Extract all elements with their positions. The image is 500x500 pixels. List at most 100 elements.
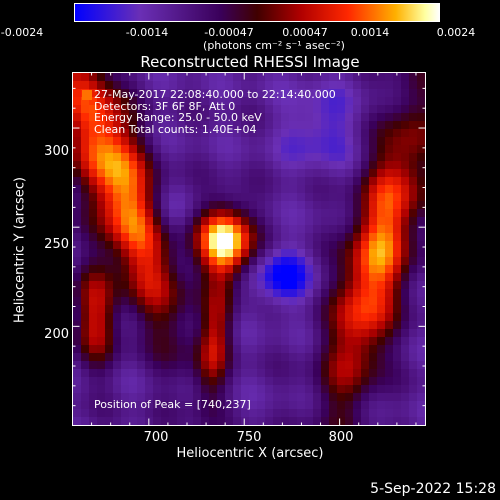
heatmap-cell xyxy=(297,137,306,146)
heatmap-cell xyxy=(257,233,266,242)
heatmap-cell xyxy=(289,209,298,218)
heatmap-cell xyxy=(169,193,178,202)
x-tick-label: 700 xyxy=(143,430,169,445)
heatmap-cell xyxy=(305,417,314,425)
heatmap-cell xyxy=(193,337,202,346)
heatmap-cell xyxy=(401,233,410,242)
heatmap-cell xyxy=(145,265,154,274)
heatmap-cell xyxy=(201,329,210,338)
heatmap-cell xyxy=(361,313,370,322)
heatmap-cell xyxy=(337,161,346,170)
heatmap-cell xyxy=(177,353,186,362)
heatmap-cell xyxy=(225,329,234,338)
heatmap-cell xyxy=(337,81,346,90)
heatmap-cell xyxy=(137,313,146,322)
heatmap-cell xyxy=(73,353,82,362)
heatmap-cell xyxy=(281,417,290,425)
heatmap-cell xyxy=(273,369,282,378)
heatmap-cell xyxy=(89,249,98,258)
heatmap-cell xyxy=(89,185,98,194)
heatmap-cell xyxy=(121,161,130,170)
heatmap-cell xyxy=(185,73,194,82)
heatmap-cell xyxy=(249,137,258,146)
heatmap-cell xyxy=(193,281,202,290)
heatmap-cell xyxy=(361,209,370,218)
heatmap-cell xyxy=(217,121,226,130)
heatmap-cell xyxy=(313,209,322,218)
heatmap-cell xyxy=(297,113,306,122)
heatmap-cell xyxy=(329,281,338,290)
heatmap-cell xyxy=(73,377,82,386)
heatmap-cell xyxy=(209,233,218,242)
heatmap-cell xyxy=(209,225,218,234)
heatmap-cell xyxy=(361,265,370,274)
heatmap-cell xyxy=(273,89,282,98)
heatmap-cell xyxy=(129,385,138,394)
heatmap-cell xyxy=(417,225,425,234)
heatmap-cell xyxy=(385,121,394,130)
heatmap-cell xyxy=(353,281,362,290)
heatmap-cell xyxy=(233,417,242,425)
heatmap-cell xyxy=(281,345,290,354)
heatmap-cell xyxy=(369,265,378,274)
heatmap-cell xyxy=(265,345,274,354)
heatmap-cell xyxy=(113,113,122,122)
heatmap-cell xyxy=(217,321,226,330)
heatmap-cell xyxy=(289,337,298,346)
heatmap-cell xyxy=(265,265,274,274)
heatmap-cell xyxy=(121,265,130,274)
heatmap-cell xyxy=(177,361,186,370)
heatmap-cell xyxy=(385,209,394,218)
heatmap-cell xyxy=(129,121,138,130)
heatmap-cell xyxy=(113,337,122,346)
heatmap-cell xyxy=(161,89,170,98)
heatmap-cell xyxy=(129,393,138,402)
heatmap-cell xyxy=(201,409,210,418)
heatmap-cell xyxy=(289,185,298,194)
heatmap-cell xyxy=(145,153,154,162)
heatmap-cell xyxy=(233,305,242,314)
heatmap-cell xyxy=(73,393,82,402)
heatmap-cell xyxy=(305,193,314,202)
heatmap-cell xyxy=(289,121,298,130)
heatmap-cell xyxy=(257,353,266,362)
heatmap-cell xyxy=(225,385,234,394)
heatmap-cell xyxy=(177,265,186,274)
heatmap-cell xyxy=(97,113,106,122)
heatmap-cell xyxy=(113,185,122,194)
heatmap-cell xyxy=(361,129,370,138)
heatmap-cell xyxy=(113,345,122,354)
heatmap-cell xyxy=(185,241,194,250)
heatmap-cell xyxy=(409,241,418,250)
heatmap-cell xyxy=(369,385,378,394)
heatmap-image xyxy=(73,73,425,425)
heatmap-cell xyxy=(337,417,346,425)
heatmap-cell xyxy=(313,305,322,314)
heatmap-cell xyxy=(417,409,425,418)
heatmap-cell xyxy=(217,417,226,425)
heatmap-cell xyxy=(297,185,306,194)
heatmap-cell xyxy=(169,273,178,282)
heatmap-cell xyxy=(353,249,362,258)
heatmap-cell xyxy=(409,153,418,162)
heatmap-cell xyxy=(393,329,402,338)
heatmap-cell xyxy=(257,185,266,194)
heatmap-cell xyxy=(89,369,98,378)
heatmap-cell xyxy=(345,369,354,378)
heatmap-cell xyxy=(401,329,410,338)
heatmap-cell xyxy=(81,273,90,282)
heatmap-cell xyxy=(73,161,82,170)
heatmap-cell xyxy=(177,89,186,98)
heatmap-cell xyxy=(89,153,98,162)
heatmap-cell xyxy=(401,249,410,258)
heatmap-cell xyxy=(177,273,186,282)
heatmap-cell xyxy=(289,401,298,410)
heatmap-cell xyxy=(329,161,338,170)
heatmap-cell xyxy=(105,81,114,90)
heatmap-cell xyxy=(281,193,290,202)
heatmap-cell xyxy=(345,145,354,154)
heatmap-cell xyxy=(89,241,98,250)
heatmap-cell xyxy=(225,89,234,98)
heatmap-cell xyxy=(377,97,386,106)
heatmap-cell xyxy=(297,321,306,330)
